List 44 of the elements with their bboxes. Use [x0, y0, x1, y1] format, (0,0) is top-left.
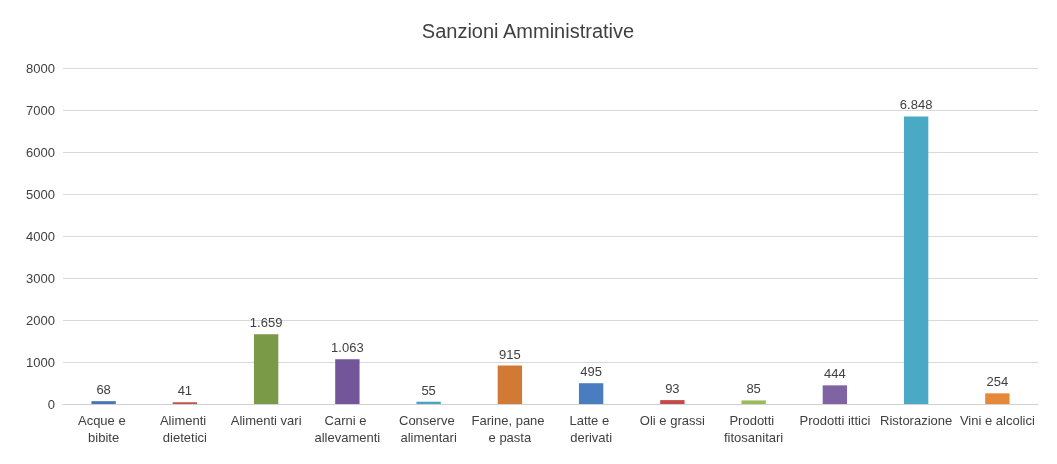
y-tick-label: 4000 [26, 228, 55, 244]
bar [91, 401, 116, 404]
bar [253, 334, 279, 404]
bar [741, 400, 766, 404]
data-label: 444 [824, 366, 846, 382]
x-tick-label: Conserve alimentari [399, 413, 459, 445]
y-tick-label: 1000 [26, 354, 55, 370]
data-label: 55 [421, 382, 436, 398]
x-tick-label: Oli e grassi [639, 413, 705, 428]
data-label: 495 [580, 364, 602, 380]
chart-title: Sanzioni Amministrative [421, 20, 635, 42]
bar [985, 393, 1010, 404]
x-tick-label: Farine, pane e pasta [471, 413, 549, 445]
bar [497, 365, 523, 404]
data-label: 254 [986, 374, 1009, 390]
data-label: 93 [665, 381, 680, 397]
x-tick-label: Carni e allevamenti [314, 413, 381, 445]
bar [822, 385, 848, 404]
y-tick-label: 7000 [26, 102, 55, 118]
y-tick-label: 3000 [26, 270, 55, 286]
x-tick-label: Ristorazione [879, 413, 953, 428]
x-tick-label: Latte e derivati [569, 413, 613, 445]
y-tick-label: 6000 [26, 144, 55, 160]
bar [578, 383, 604, 404]
bar [660, 400, 685, 404]
data-label: 85 [746, 381, 761, 397]
y-tick-label: 8000 [26, 60, 55, 76]
y-tick-label: 5000 [26, 186, 55, 202]
x-tick-label: Alimenti dietetici [159, 413, 210, 445]
x-tick-label: Prodotti fitosanitari [724, 413, 784, 445]
data-label: 915 [499, 346, 521, 362]
data-label: 1.063 [331, 340, 364, 356]
x-tick-label: Vini e alcolici [959, 413, 1035, 428]
x-tick-label: Alimenti vari [230, 413, 302, 428]
y-tick-label: 2000 [26, 312, 55, 328]
x-tick-label: Prodotti ittici [799, 413, 871, 428]
bar [903, 116, 929, 404]
data-label: 1.659 [249, 315, 283, 331]
x-tick-label: Acque e bibite [77, 413, 130, 445]
data-label: 68 [96, 382, 111, 398]
y-tick-label: 0 [47, 396, 55, 412]
data-label: 41 [177, 383, 193, 399]
data-label: 6.848 [899, 97, 933, 113]
bar [335, 359, 360, 404]
